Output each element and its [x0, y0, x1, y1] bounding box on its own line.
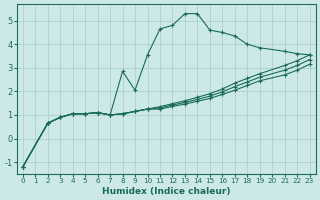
- X-axis label: Humidex (Indice chaleur): Humidex (Indice chaleur): [102, 187, 230, 196]
